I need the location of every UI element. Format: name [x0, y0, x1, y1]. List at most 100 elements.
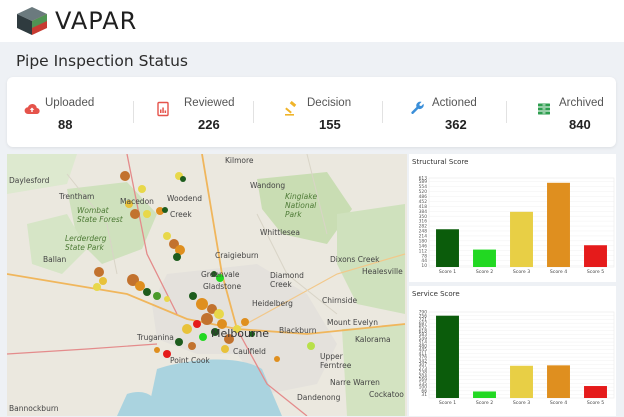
y-tick-label: 480	[419, 343, 428, 349]
y-tick-label: 146	[419, 243, 428, 249]
x-tick-label: Score 5	[587, 400, 604, 406]
stat-decision[interactable]: Decision 155	[281, 77, 401, 147]
stat-value: 155	[319, 117, 341, 132]
bar-score-2[interactable]	[473, 249, 496, 267]
bar-score-1[interactable]	[436, 229, 459, 267]
top-bar: VAPAR	[0, 0, 624, 42]
bar-score-5[interactable]	[584, 386, 607, 398]
map-label: Melbourne	[211, 327, 270, 340]
archive-icon	[538, 103, 550, 115]
stat-archived[interactable]: Archived 840	[533, 77, 624, 147]
y-tick-label: 78	[421, 253, 427, 259]
y-tick-label: 618	[419, 328, 428, 334]
map-label: Ballan	[43, 255, 67, 264]
y-tick-label: 445	[419, 347, 428, 353]
y-tick-label: 66	[421, 388, 427, 394]
y-tick-label: 112	[419, 248, 428, 254]
y-tick-label: 790	[419, 310, 428, 316]
x-tick-label: Score 2	[476, 400, 493, 406]
map-label: Wandong	[250, 181, 286, 190]
y-tick-label: 180	[419, 238, 428, 244]
y-tick-label: 384	[419, 209, 428, 215]
y-tick-label: 135	[419, 381, 428, 387]
y-tick-label: 520	[419, 189, 428, 195]
divider	[382, 101, 383, 123]
map-label: Gladstone	[203, 282, 242, 291]
y-tick-label: 589	[419, 179, 428, 185]
y-tick-label: 613	[419, 176, 428, 182]
y-tick-label: 687	[419, 321, 428, 327]
map-label: Truganina	[137, 333, 174, 342]
gavel-icon	[285, 101, 297, 116]
y-tick-label: 376	[419, 355, 428, 361]
divider	[506, 101, 507, 123]
map-label: Diamond Creek	[270, 271, 304, 289]
map-label: Lerderderg State Park	[65, 234, 107, 252]
stat-label: Reviewed	[184, 97, 235, 109]
cloud-upload-icon	[24, 103, 40, 115]
brand-name: VAPAR	[55, 7, 138, 35]
y-tick-label: 204	[419, 373, 428, 379]
map-label: Greenvale	[201, 270, 240, 279]
stat-uploaded[interactable]: Uploaded 88	[21, 77, 141, 147]
map-label: Creek	[170, 210, 192, 219]
y-tick-label: 452	[419, 199, 428, 205]
divider	[253, 101, 254, 123]
bar-score-3[interactable]	[510, 211, 533, 267]
page-title: Pipe Inspection Status	[16, 52, 188, 70]
inspection-markers[interactable]	[93, 171, 315, 362]
chart-title: Structural Score	[412, 158, 469, 166]
map-label: Woodend	[167, 194, 203, 203]
stat-label: Actioned	[432, 97, 477, 109]
map-label: Dandenong	[297, 393, 341, 402]
y-tick-label: 214	[419, 234, 428, 240]
y-tick-label: 721	[419, 317, 428, 323]
map-label: Bannockburn	[9, 404, 59, 413]
vapar-logo-icon	[17, 7, 47, 35]
y-tick-label: 282	[419, 224, 428, 230]
y-tick-label: 10	[421, 263, 427, 269]
stat-value: 226	[198, 117, 220, 132]
map-label: Kinglake National Park	[285, 192, 318, 219]
map-label: Daylesford	[9, 176, 50, 185]
x-tick-label: Score 2	[476, 269, 493, 275]
chart-title: Service Score	[412, 290, 460, 298]
x-tick-label: Score 1	[439, 269, 456, 275]
map-label: Point Cook	[170, 356, 210, 365]
y-tick-label: 514	[419, 340, 428, 346]
inspection-map[interactable]: Daylesford Trentham Woodend Kilmore Wand…	[7, 154, 407, 416]
bar-score-1[interactable]	[436, 315, 459, 398]
bar-score-4[interactable]	[547, 365, 570, 398]
map-label: Caulfield	[233, 347, 266, 356]
y-tick-label: 652	[419, 325, 428, 331]
stat-reviewed[interactable]: Reviewed 226	[152, 77, 272, 147]
stat-label: Uploaded	[45, 97, 95, 109]
y-tick-label: 411	[419, 351, 428, 357]
map-label: Macedon	[120, 197, 154, 206]
y-tick-label: 486	[419, 194, 428, 200]
map-label: Wombat State Forest	[77, 206, 123, 224]
status-summary-card: Uploaded 88 Reviewed 226 Decision 155 Ac…	[7, 77, 616, 147]
x-tick-label: Score 4	[550, 400, 567, 406]
map-label: Kalorama	[355, 335, 391, 344]
map-label: Whittlesea	[260, 228, 300, 237]
bar-score-2[interactable]	[473, 391, 496, 398]
y-tick-label: 31	[421, 392, 427, 398]
stat-actioned[interactable]: Actioned 362	[407, 77, 527, 147]
bar-score-5[interactable]	[584, 245, 607, 267]
map-label: Narre Warren	[330, 378, 380, 387]
y-tick-label: 418	[419, 204, 428, 210]
stat-label: Archived	[559, 97, 604, 109]
map-label: Trentham	[59, 192, 95, 201]
y-tick-label: 342	[419, 358, 428, 364]
x-tick-label: Score 3	[513, 400, 530, 406]
y-tick-label: 307	[419, 362, 428, 368]
review-document-icon	[157, 101, 169, 117]
y-tick-label: 350	[419, 214, 428, 220]
bar-score-4[interactable]	[547, 182, 570, 267]
map-label: Mount Evelyn	[327, 318, 378, 327]
y-tick-label: 554	[419, 184, 428, 190]
bar-score-3[interactable]	[510, 365, 533, 398]
y-tick-label: 100	[419, 385, 428, 391]
service-score-chart: Service Score 790 756 721 687 652 618 583 549 51…	[409, 286, 616, 416]
